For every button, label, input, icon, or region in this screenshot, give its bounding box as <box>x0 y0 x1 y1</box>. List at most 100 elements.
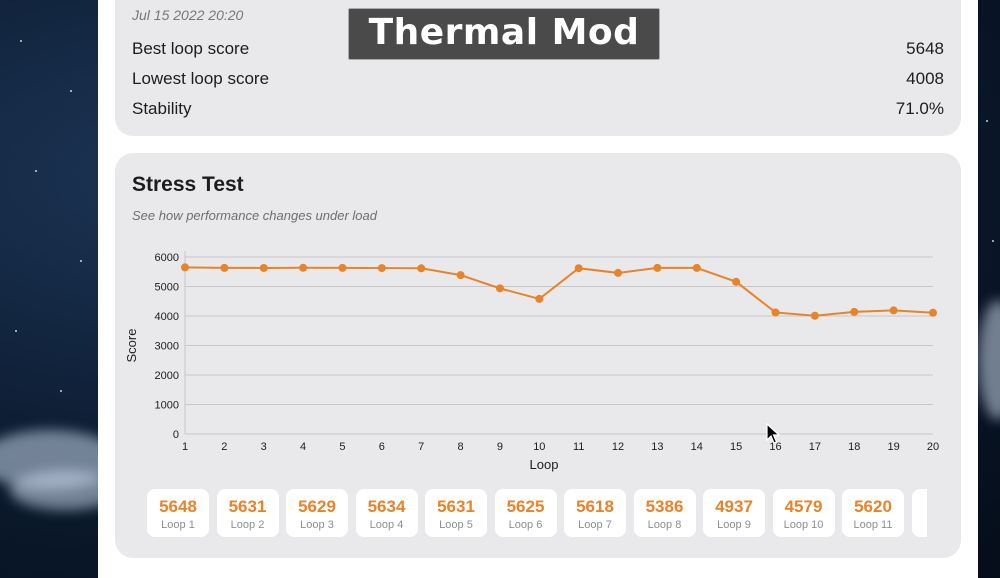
x-tick-label: 19 <box>888 441 900 453</box>
loop-score-tile[interactable]: 5631 Loop 2 <box>216 489 279 537</box>
loop-score-tile[interactable]: 5386 Loop 8 <box>633 489 696 537</box>
loop-label: Loop 5 <box>439 519 473 531</box>
x-tick-label: 8 <box>458 441 464 453</box>
x-tick-label: 7 <box>418 441 424 453</box>
loop-score-value: 5625 <box>506 497 545 516</box>
data-point <box>771 308 780 317</box>
data-point <box>181 263 189 272</box>
loop-score-tile[interactable]: 5620 Loop 11 <box>842 489 904 537</box>
loop-label: Lo <box>912 519 928 531</box>
data-point <box>574 264 583 273</box>
stress-test-title: Stress Test <box>132 173 244 196</box>
video-caption-overlay: Thermal Mod <box>348 8 660 60</box>
data-point <box>810 311 819 320</box>
y-tick-label: 2000 <box>155 370 179 382</box>
x-tick-label: 16 <box>769 441 781 453</box>
data-point <box>220 263 229 272</box>
loop-score-value: 5618 <box>576 497 614 516</box>
data-point <box>417 264 426 273</box>
x-tick-label: 13 <box>651 441 663 453</box>
data-point <box>535 294 544 303</box>
x-tick-label: 1 <box>182 441 188 453</box>
x-axis-label: Loop <box>530 457 559 472</box>
data-point <box>692 263 701 272</box>
series-line <box>184 266 934 317</box>
data-point <box>614 268 623 277</box>
loop-score-value: 5386 <box>645 497 684 516</box>
x-tick-label: 9 <box>497 441 503 453</box>
loop-label: Loop 6 <box>508 519 543 531</box>
data-point <box>456 271 465 280</box>
lowest-score-value: 4008 <box>906 69 944 88</box>
x-tick-label: 14 <box>691 441 703 453</box>
x-tick-label: 18 <box>848 441 860 453</box>
loop-label: Loop 8 <box>647 519 682 531</box>
x-tick-label: 10 <box>533 441 545 453</box>
loop-score-tile[interactable]: 4579 Loop 10 <box>772 489 835 537</box>
loop-score-tile[interactable]: 5648 Loop 1 <box>147 489 209 537</box>
x-tick-label: 15 <box>730 441 742 453</box>
loop-score-tile[interactable]: 5618 Loop 7 <box>564 489 626 537</box>
loop-label: Loop 10 <box>783 519 824 531</box>
loop-score-value: 4579 <box>784 497 823 516</box>
loop-score-value: 5 <box>912 497 928 517</box>
y-tick-label: 1000 <box>155 400 179 412</box>
data-point <box>929 308 937 317</box>
loop-label: Loop 2 <box>230 519 265 531</box>
loop-score-tile[interactable]: 5 Lo <box>911 489 928 537</box>
loop-score-tile[interactable]: 5634 Loop 4 <box>355 489 418 537</box>
loop-score-value: 5648 <box>159 497 197 516</box>
y-tick-label: 6000 <box>155 252 179 264</box>
result-date: Jul 15 2022 20:20 <box>132 7 244 23</box>
loop-score-tile[interactable]: 4937 Loop 9 <box>703 489 765 537</box>
stress-test-subtitle: See how performance changes under load <box>132 208 377 223</box>
lowest-score-label: Lowest loop score <box>132 69 270 88</box>
loop-label: Loop 1 <box>161 519 195 531</box>
loop-score-value: 5634 <box>367 497 406 516</box>
loop-score-value: 5631 <box>228 497 267 516</box>
loop-score-value: 5629 <box>298 497 336 516</box>
y-tick-label: 5000 <box>155 282 179 294</box>
background-left <box>0 0 98 578</box>
data-point <box>732 277 741 286</box>
data-point <box>495 284 504 293</box>
loop-score-tile[interactable]: 5629 Loop 3 <box>286 489 348 537</box>
y-tick-label: 4000 <box>155 311 179 323</box>
loop-score-value: 5620 <box>854 497 892 516</box>
x-tick-label: 20 <box>927 441 939 453</box>
results-panel: Jul 15 2022 20:20 Best loop score 5648 L… <box>98 0 978 578</box>
loop-label: Loop 4 <box>369 519 404 531</box>
x-tick-label: 11 <box>573 441 584 453</box>
x-tick-label: 5 <box>339 441 345 453</box>
loop-score-value: 5631 <box>437 497 475 516</box>
x-tick-label: 6 <box>379 441 385 453</box>
x-tick-label: 17 <box>809 441 821 453</box>
loop-label: Loop 11 <box>853 519 893 531</box>
background-right <box>978 0 1000 578</box>
data-point <box>377 264 386 273</box>
best-score-label: Best loop score <box>132 39 250 58</box>
x-tick-label: 2 <box>221 441 227 453</box>
loop-score-value: 4937 <box>715 497 753 516</box>
loop-score-tiles[interactable]: 5648 Loop 1 5631 Loop 2 5629 Loop 3 5634 Loop 4… <box>147 489 927 541</box>
y-tick-label: 3000 <box>155 341 179 353</box>
y-axis-label: Score <box>124 329 139 363</box>
data-point <box>850 307 859 316</box>
stability-value: 71.0% <box>895 99 944 118</box>
stability-label: Stability <box>132 99 192 118</box>
loop-score-tile[interactable]: 5625 Loop 6 <box>494 489 557 537</box>
x-tick-label: 12 <box>612 441 624 453</box>
data-point <box>299 263 308 272</box>
y-tick-label: 0 <box>173 429 179 441</box>
loop-label: Loop 9 <box>717 519 751 531</box>
stress-test-card: Stress Test See how performance changes … <box>115 153 961 558</box>
loop-score-tile[interactable]: 5631 Loop 5 <box>425 489 487 537</box>
data-point <box>653 263 662 272</box>
x-tick-label: 4 <box>300 441 306 453</box>
data-point <box>338 263 347 272</box>
loop-label: Loop 3 <box>300 519 334 531</box>
loop-label: Loop 7 <box>578 519 612 531</box>
x-tick-label: 3 <box>261 441 267 453</box>
data-point <box>889 306 898 315</box>
